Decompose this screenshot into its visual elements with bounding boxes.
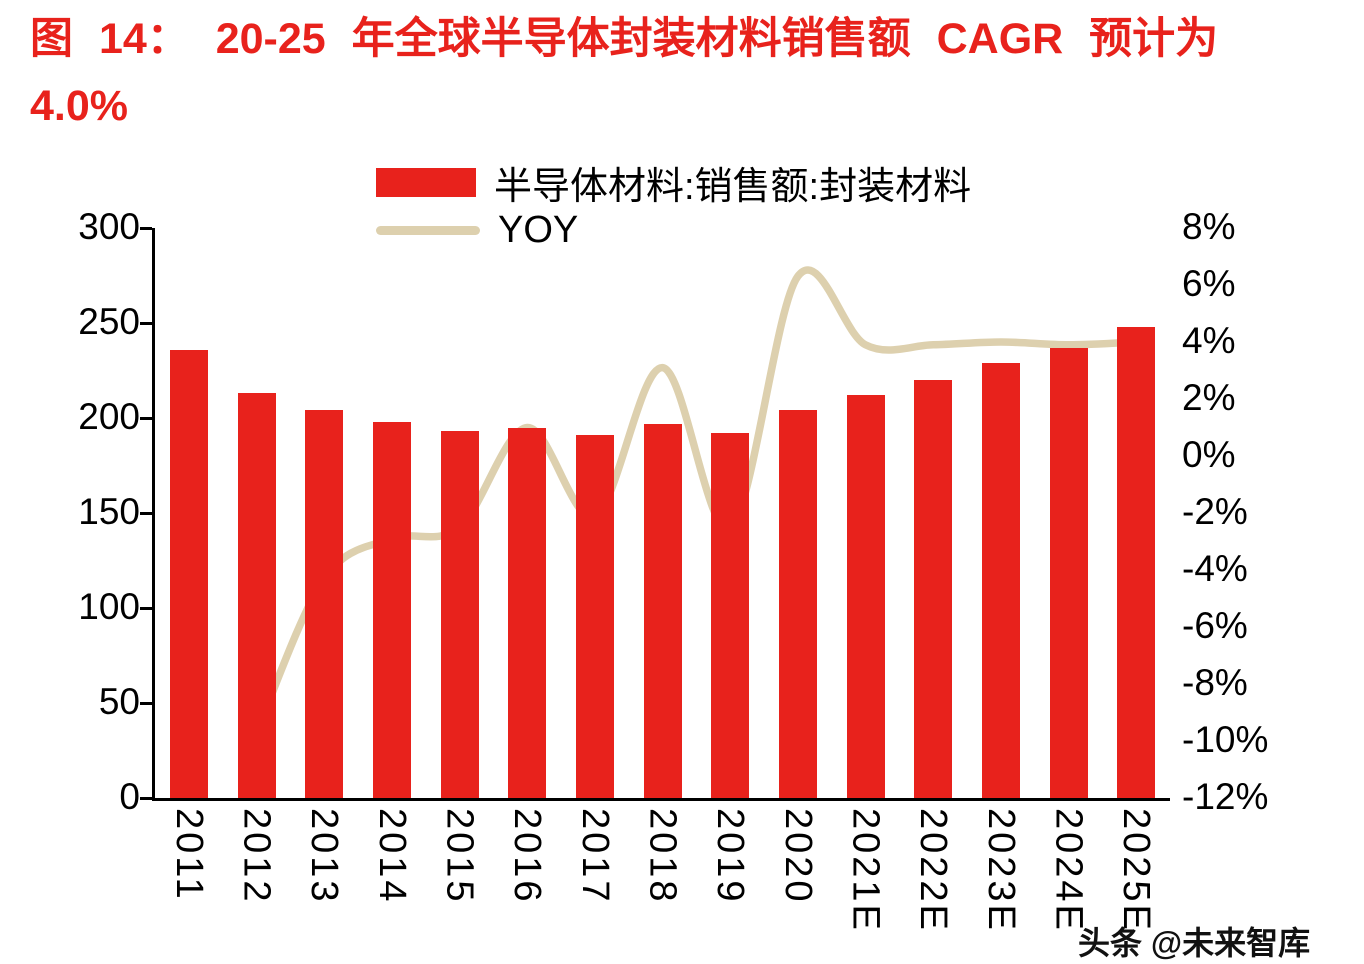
x-axis-label-2014: 2014 xyxy=(370,808,413,905)
x-axis-label-2023E: 2023E xyxy=(979,808,1022,933)
bar-2014 xyxy=(372,421,411,798)
y2-axis-label-6pct: 6% xyxy=(1182,263,1236,304)
y2-axis-label--2pct: -2% xyxy=(1182,491,1248,532)
y2-axis-label--8pct: -8% xyxy=(1182,662,1248,703)
watermark: 头条 @未来智库 xyxy=(1078,925,1311,961)
y-axis-tick xyxy=(140,607,152,610)
x-axis-label-2022E: 2022E xyxy=(912,808,955,933)
bar-2025E xyxy=(1117,326,1156,798)
bar-2016 xyxy=(508,427,547,798)
chart-title-line1: 图 14： 20-25 年全球半导体封装材料销售额 CAGR 预计为 xyxy=(30,15,1219,63)
bar-2021E xyxy=(846,395,885,798)
y-axis-tick xyxy=(140,797,152,800)
y-axis-tick xyxy=(140,227,152,230)
y-axis-line xyxy=(152,228,155,801)
bar-2024E xyxy=(1049,347,1088,798)
x-axis-label-2020: 2020 xyxy=(776,808,819,905)
chart-title: 图 14： 20-25 年全球半导体封装材料销售额 CAGR 预计为 4.0% xyxy=(30,6,1350,139)
y2-axis-label-0pct: 0% xyxy=(1182,434,1236,475)
bar-2020 xyxy=(778,410,817,798)
legend-item-yoy: YOY xyxy=(376,206,971,254)
y-axis-tick xyxy=(140,512,152,515)
legend: 半导体材料:销售额:封装材料 YOY xyxy=(376,158,971,254)
line-series-swatch xyxy=(376,225,480,235)
y-axis-label-50: 50 xyxy=(98,681,140,722)
bar-2019 xyxy=(711,433,750,798)
x-axis-line xyxy=(152,798,1170,801)
bar-2017 xyxy=(575,435,614,798)
bar-2023E xyxy=(981,362,1020,798)
y-axis-tick xyxy=(140,322,152,325)
y-axis-label-150: 150 xyxy=(78,491,140,532)
legend-label-yoy: YOY xyxy=(498,208,579,251)
y2-axis-label--12pct: -12% xyxy=(1182,776,1269,817)
y-axis-tick xyxy=(140,702,152,705)
x-axis-label-2017: 2017 xyxy=(573,808,616,905)
y-axis-label-100: 100 xyxy=(78,586,140,627)
y-axis-label-250: 250 xyxy=(78,301,140,342)
x-axis-label-2025E: 2025E xyxy=(1115,808,1158,933)
x-axis-label-2011: 2011 xyxy=(167,808,210,902)
x-axis-label-2018: 2018 xyxy=(641,808,684,905)
bar-2015 xyxy=(440,431,479,798)
y-axis-label-0: 0 xyxy=(119,776,140,817)
x-axis-label-2019: 2019 xyxy=(709,808,752,905)
x-axis-label-2015: 2015 xyxy=(438,808,481,905)
y-axis-label-300: 300 xyxy=(78,206,140,247)
y-axis-tick xyxy=(140,417,152,420)
y2-axis-label--4pct: -4% xyxy=(1182,548,1248,589)
x-axis-label-2012: 2012 xyxy=(235,808,278,905)
x-axis-label-2021E: 2021E xyxy=(844,808,887,933)
x-axis-label-2013: 2013 xyxy=(303,808,346,905)
bar-2022E xyxy=(914,380,953,798)
bar-2018 xyxy=(643,423,682,798)
y2-axis-label-2pct: 2% xyxy=(1182,377,1236,418)
chart-title-line2: 4.0% xyxy=(30,81,129,130)
x-axis-label-2024E: 2024E xyxy=(1047,808,1090,933)
y2-axis-label-8pct: 8% xyxy=(1182,206,1236,247)
y2-axis-label-4pct: 4% xyxy=(1182,320,1236,361)
bar-2011 xyxy=(169,349,208,798)
legend-item-bars: 半导体材料:销售额:封装材料 xyxy=(376,158,971,208)
bar-2012 xyxy=(237,393,276,798)
bar-2013 xyxy=(305,410,344,798)
legend-label-bars: 半导体材料:销售额:封装材料 xyxy=(494,165,972,208)
y2-axis-label--6pct: -6% xyxy=(1182,605,1248,646)
y-axis-label-200: 200 xyxy=(78,396,140,437)
bar-series-swatch xyxy=(376,167,476,197)
y2-axis-label--10pct: -10% xyxy=(1182,719,1269,760)
x-axis-label-2016: 2016 xyxy=(506,808,549,905)
